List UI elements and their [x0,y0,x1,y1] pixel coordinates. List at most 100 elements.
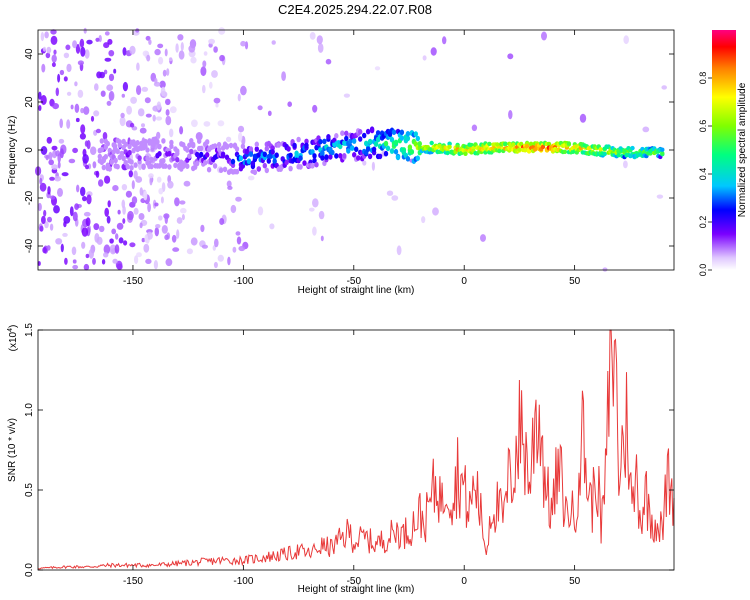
spectrogram-ridge-cell [230,158,236,165]
spectrogram-cell [55,87,59,97]
spectrogram-ridge-cell [224,144,230,150]
spectrogram-cell [57,153,61,163]
spectrogram-cell [86,39,93,45]
spectrogram-cell [155,116,163,121]
spectrogram-ridge-cell [298,164,303,170]
spectrogram-ridge-cell [322,138,327,145]
spectrogram-cell [325,58,332,65]
spectrogram-x-tick-label: 50 [569,276,581,287]
spectrogram-cell [51,54,57,63]
spectrogram-cell [104,57,112,62]
spectrogram-cell [371,161,375,171]
spectrogram-x-tick-label: -150 [123,276,143,287]
spectrogram-cell [79,133,86,140]
spectrogram-cell [39,225,44,232]
spectrogram-ridge-cell [415,135,420,142]
spectrogram-cell [162,69,167,77]
spectrogram-cell [42,46,47,52]
spectrogram-cell [58,138,65,144]
spectrogram-ridge-cell [197,138,202,144]
spectrogram-ridge-cell [540,144,546,150]
colorbar: 0.0 0.2 0.4 0.6 0.8 Normalized spectral ampl… [698,30,748,276]
spectrogram-cell [656,194,664,199]
spectrogram-cell [107,38,113,45]
spectrogram-ridge-cell [149,156,154,163]
spectrogram-cell [153,81,161,87]
spectrogram-ridge-cell [216,141,222,148]
spectrogram-cell [236,236,242,245]
spectrogram-cell [208,38,216,45]
spectrogram-cell [471,124,478,132]
spectrogram-ridge-cell [302,160,307,166]
spectrogram-ridge-cell [375,130,381,136]
spectrogram-ridge-cell [121,155,126,162]
spectrogram-cells [35,27,667,272]
spectrogram-cell [145,258,152,264]
spectrogram-ridge-cell [203,159,208,166]
spectrogram-ridge-cell [365,146,371,152]
spectrogram-ridge-cell [262,162,267,169]
spectrogram-cell [136,85,142,96]
spectrogram-ridge-cell [212,143,218,149]
spectrogram-cell [135,28,140,33]
spectrogram-ridge-cell [369,127,375,134]
spectrogram-cell [144,97,151,104]
spectrogram-ridge-cell [415,155,420,161]
spectrogram-cell [507,53,514,60]
spectrogram-cell [146,54,151,62]
spectrogram-cell [83,106,90,115]
spectrogram-ridge-cell [133,162,138,168]
spectrogram-cell [139,222,143,229]
spectrogram-ridge-cell [185,147,190,153]
spectrogram-cell [153,260,158,270]
spectrogram-cell [162,91,168,98]
spectrogram-cell [52,103,59,110]
spectrogram-cell [104,207,109,217]
spectrogram-x-axis-label: Height of straight line (km) [298,285,415,296]
spectrogram-ridge-cell [546,141,552,147]
spectrogram-cell [40,95,47,105]
colorbar-label: Normalized spectral amplitude [737,82,748,217]
spectrogram-ridge-cell [383,140,389,147]
spectrogram-cell [177,34,184,41]
spectrogram-cell [72,259,77,264]
spectrogram-cell [318,210,325,220]
spectrogram-ridge-cell [175,150,180,157]
spectrogram-ridge-cell [191,141,196,148]
snr-y-multiplier-base: (x10 [8,331,19,351]
spectrogram-cell [85,164,89,170]
spectrogram-ridge-cell [562,149,568,154]
spectrogram-ridge-cell [523,148,528,153]
spectrogram-cell [138,213,145,220]
spectrogram-ridge-cell [254,141,259,148]
spectrogram-cell [343,93,350,98]
spectrogram-cell [158,215,163,221]
spectrogram-cell [174,197,180,207]
spectrogram-cell [227,256,231,266]
spectrogram-cell [218,27,226,35]
spectrogram-cell [95,37,100,42]
spectrogram-ridge-cell [630,145,635,151]
spectrogram-ridge-cell [298,155,303,161]
spectrogram-cell [94,83,99,91]
spectrogram-cell [320,235,324,242]
spectrogram-cell [68,158,76,164]
spectrogram-cell [178,50,185,60]
spectrogram-ridge-cell [222,166,228,173]
spectrogram-cell [103,252,109,258]
spectrogram-ridge-cell [334,153,339,159]
spectrogram-cell [131,196,138,205]
snr-frame [37,329,675,571]
spectrogram-cell [480,234,486,242]
spectrogram-cell [129,45,136,55]
spectrogram-ridge-cell [352,138,357,144]
spectrogram-cell [579,113,587,123]
spectrogram-ridge-cell [330,149,335,156]
spectrogram-cell [46,136,52,144]
spectrogram-ridge-cell [528,141,534,146]
spectrogram-cell [75,44,81,54]
spectrogram-cell [51,145,58,151]
colorbar-tick-label: 0.0 [698,264,708,277]
spectrogram-cell [200,66,207,77]
spectrogram-cell [165,115,172,126]
